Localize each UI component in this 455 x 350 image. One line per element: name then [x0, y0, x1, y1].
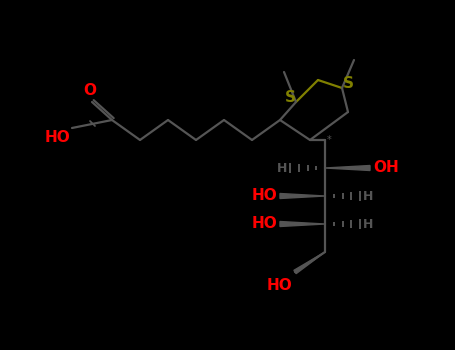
Text: HO: HO — [251, 217, 277, 231]
Polygon shape — [280, 194, 325, 198]
Polygon shape — [280, 222, 325, 226]
Text: H: H — [363, 189, 374, 203]
Text: HO: HO — [44, 130, 70, 145]
Text: S: S — [343, 77, 354, 91]
Text: HO: HO — [251, 189, 277, 203]
Polygon shape — [294, 252, 325, 274]
Text: H: H — [277, 161, 287, 175]
Text: S: S — [284, 91, 295, 105]
Text: *: * — [327, 135, 332, 145]
Text: HO: HO — [266, 278, 292, 293]
Polygon shape — [325, 166, 370, 170]
Text: H: H — [363, 217, 374, 231]
Text: OH: OH — [373, 161, 399, 175]
Text: O: O — [84, 83, 96, 98]
